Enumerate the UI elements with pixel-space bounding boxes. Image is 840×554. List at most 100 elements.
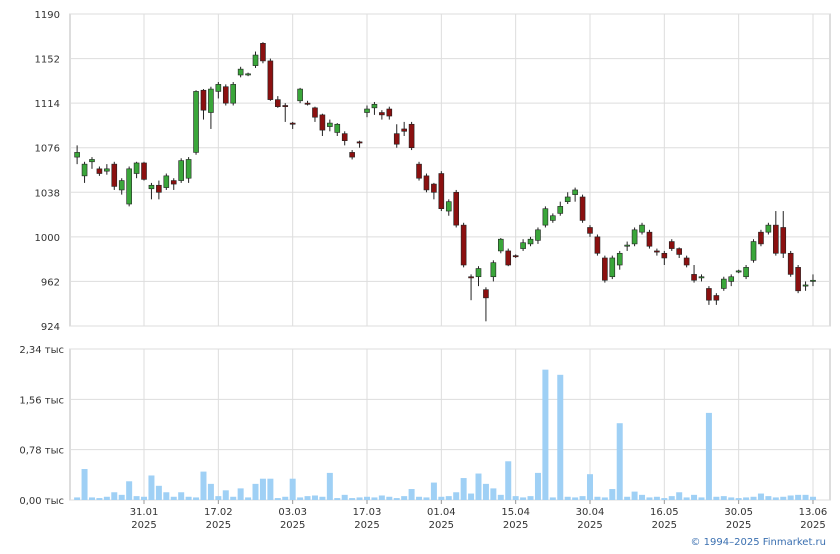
volume-bar bbox=[639, 494, 646, 500]
volume-bar bbox=[170, 496, 177, 500]
volume-bar bbox=[311, 495, 318, 500]
volume-bar bbox=[96, 498, 103, 500]
y-tick-label: 1000 bbox=[35, 233, 60, 244]
volume-bar bbox=[252, 483, 259, 500]
volume-bar bbox=[222, 490, 229, 500]
candle-body bbox=[312, 107, 318, 118]
candle-body bbox=[133, 162, 140, 174]
volume-bar bbox=[557, 374, 564, 500]
candle-body bbox=[260, 43, 266, 62]
volume-bar bbox=[512, 496, 519, 500]
candle-body bbox=[683, 257, 690, 266]
volume-bar bbox=[616, 423, 623, 500]
candle-body bbox=[587, 227, 593, 234]
volume-bar bbox=[520, 497, 527, 500]
x-tick-label: 01.04 bbox=[427, 507, 456, 518]
candle-body bbox=[445, 201, 452, 212]
candle-body bbox=[185, 159, 192, 179]
candle-body bbox=[453, 191, 459, 226]
volume-bar bbox=[237, 488, 244, 500]
volume-bar bbox=[728, 497, 735, 500]
candle-body bbox=[810, 279, 816, 282]
candle-body bbox=[356, 141, 363, 144]
volume-bar bbox=[653, 496, 660, 500]
candle-body bbox=[773, 224, 779, 254]
volume-bar bbox=[772, 497, 779, 500]
volume-bar bbox=[207, 483, 214, 500]
volume-bar bbox=[141, 496, 148, 500]
volume-bar bbox=[103, 496, 110, 500]
candle-body bbox=[193, 91, 199, 153]
volume-bar bbox=[364, 496, 371, 500]
candle-body bbox=[624, 244, 630, 247]
volume-bar bbox=[646, 497, 653, 500]
x-tick-label: 13.06 bbox=[799, 507, 828, 518]
candle-body bbox=[364, 108, 370, 113]
x-tick-year: 2025 bbox=[652, 520, 677, 531]
volume-bar bbox=[780, 496, 787, 500]
volume-bar bbox=[423, 497, 430, 500]
volume-bar bbox=[111, 492, 118, 500]
candle-body bbox=[289, 122, 296, 125]
volume-bar bbox=[765, 496, 772, 500]
volume-bar bbox=[579, 496, 586, 500]
candle-body bbox=[668, 241, 675, 249]
candle-body bbox=[661, 252, 668, 259]
volume-tick-label: 1,56 тыс bbox=[19, 395, 64, 406]
candle-body bbox=[438, 173, 445, 210]
x-tick-label: 30.05 bbox=[724, 507, 753, 518]
volume-bar bbox=[88, 497, 95, 500]
x-tick-year: 2025 bbox=[726, 520, 751, 531]
volume-bar bbox=[445, 496, 452, 500]
candle-body bbox=[706, 288, 712, 301]
candle-body bbox=[431, 183, 437, 193]
volume-bar bbox=[809, 496, 816, 500]
volume-bar bbox=[178, 492, 185, 500]
candle-body bbox=[96, 168, 103, 174]
candle-body bbox=[460, 224, 467, 266]
x-tick-year: 2025 bbox=[206, 520, 231, 531]
candle-body bbox=[609, 257, 616, 278]
candle-body bbox=[765, 224, 772, 233]
volume-bar bbox=[475, 473, 482, 500]
volume-tick-label: 0,78 тыс bbox=[19, 446, 64, 457]
candle-body bbox=[416, 163, 422, 179]
volume-bar bbox=[750, 496, 757, 500]
candle-body bbox=[423, 175, 430, 191]
candle-body bbox=[802, 284, 809, 287]
candle-body bbox=[267, 60, 274, 100]
candle-body bbox=[341, 133, 348, 141]
candle-body bbox=[557, 206, 564, 214]
candle-body bbox=[520, 242, 526, 249]
volume-bar bbox=[430, 482, 437, 500]
volume-bar bbox=[534, 472, 541, 500]
candle-body bbox=[564, 196, 571, 202]
candle-body bbox=[728, 276, 735, 282]
x-tick-label: 17.02 bbox=[204, 507, 233, 518]
x-tick-label: 15.04 bbox=[501, 507, 530, 518]
volume-bar bbox=[155, 485, 162, 500]
candle-body bbox=[713, 295, 720, 301]
candle-body bbox=[602, 257, 608, 281]
candle-body bbox=[74, 152, 80, 158]
volume-bar bbox=[289, 478, 296, 500]
volume-bar bbox=[126, 481, 133, 500]
candle-body bbox=[222, 86, 229, 104]
candle-body bbox=[743, 267, 749, 278]
volume-bar bbox=[81, 469, 88, 500]
volume-bar bbox=[453, 492, 460, 500]
x-tick-label: 03.03 bbox=[278, 507, 307, 518]
volume-bar bbox=[631, 491, 638, 500]
candle-body bbox=[594, 236, 601, 254]
candle-body bbox=[646, 231, 653, 247]
candle-body bbox=[579, 196, 586, 221]
volume-bar bbox=[757, 493, 764, 500]
candle-body bbox=[111, 163, 118, 187]
candle-body bbox=[327, 122, 333, 127]
volume-bar bbox=[185, 496, 192, 500]
volume-bar bbox=[549, 497, 556, 500]
candle-body bbox=[170, 180, 177, 185]
candle-body bbox=[735, 270, 742, 273]
candle-body bbox=[200, 89, 207, 111]
